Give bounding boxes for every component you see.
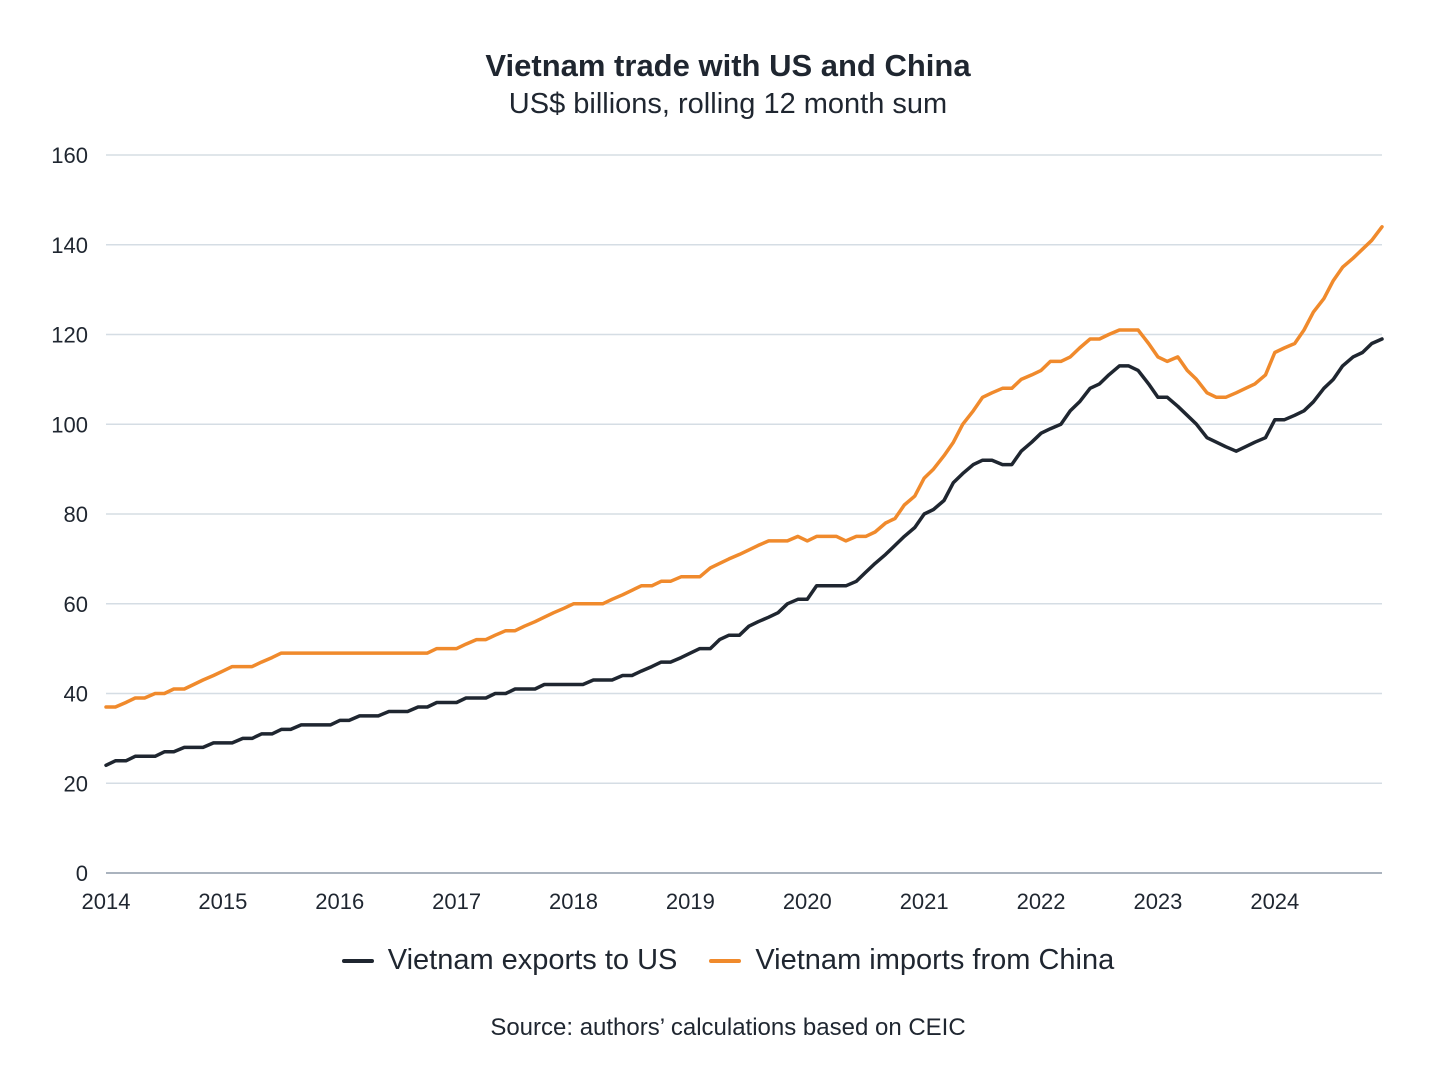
legend: Vietnam exports to US Vietnam imports fr… (0, 944, 1456, 977)
y-tick-label: 140 (51, 233, 88, 258)
y-tick-label: 20 (64, 771, 88, 796)
x-tick-label: 2021 (900, 889, 949, 914)
series-line-exports-to-us (104, 337, 1384, 768)
chart-subtitle: US$ billions, rolling 12 month sum (508, 88, 948, 120)
source-note: Source: authors’ calculations based on C… (490, 1014, 966, 1041)
x-tick-label: 2022 (1017, 889, 1066, 914)
y-tick-label: 160 (51, 143, 88, 168)
x-tick-label: 2014 (82, 889, 131, 914)
x-axis-ticks: 2014 2015 2016 2017 2018 2019 2020 2021 2022 2023… (82, 889, 1300, 914)
y-tick-label: 0 (76, 861, 88, 886)
x-tick-label: 2020 (783, 889, 832, 914)
x-tick-label: 2024 (1250, 889, 1299, 914)
legend-item-exports: Vietnam exports to US (341, 944, 678, 977)
x-tick-label: 2023 (1133, 889, 1182, 914)
y-axis-ticks: 0 20 40 60 80 100 120 140 160 (51, 143, 88, 886)
x-tick-label: 2015 (198, 889, 247, 914)
series-lines (104, 225, 1384, 768)
x-tick-label: 2018 (549, 889, 598, 914)
y-tick-label: 120 (51, 323, 88, 348)
legend-label-imports: Vietnam imports from China (755, 944, 1115, 976)
gridlines (106, 154, 1382, 784)
y-tick-label: 40 (64, 682, 88, 707)
chart-title: Vietnam trade with US and China (485, 48, 971, 83)
series-line-imports-from-china (104, 225, 1384, 709)
legend-item-imports: Vietnam imports from China (709, 944, 1114, 977)
y-tick-label: 60 (64, 592, 88, 617)
legend-swatch-imports (709, 958, 742, 963)
x-tick-label: 2017 (432, 889, 481, 914)
legend-label-exports: Vietnam exports to US (387, 944, 678, 976)
y-tick-label: 100 (51, 412, 88, 437)
legend-swatch-exports (341, 958, 374, 963)
x-tick-label: 2019 (666, 889, 715, 914)
x-tick-label: 2016 (315, 889, 364, 914)
y-tick-label: 80 (64, 502, 88, 527)
